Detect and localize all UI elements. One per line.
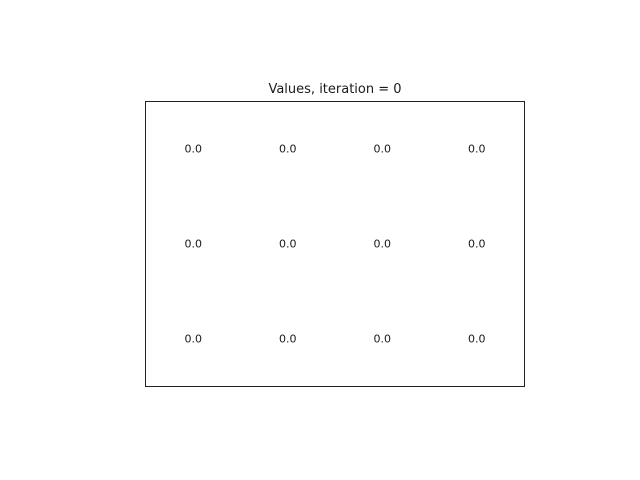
cell-value-label: 0.0 bbox=[184, 332, 203, 346]
cell-value-label: 0.0 bbox=[468, 142, 486, 156]
cell-value-label: 0.0 bbox=[373, 142, 392, 156]
cell-value-label: 0.0 bbox=[279, 332, 297, 346]
cell-value-label: 0.0 bbox=[184, 142, 203, 156]
cell-value-label: 0.0 bbox=[279, 142, 297, 156]
cell-value-label: 0.0 bbox=[373, 332, 392, 346]
cell-value-label: 0.0 bbox=[373, 237, 392, 251]
cell-value-label: 0.0 bbox=[184, 237, 203, 251]
cell-value-label: 0.0 bbox=[279, 237, 297, 251]
cell-value-label: 0.0 bbox=[468, 237, 486, 251]
chart-title: Values, iteration = 0 bbox=[268, 82, 402, 97]
plot-area: 0.0 0.0 0.0 0.0 0.0 0.0 0.0 0.0 0.0 0.0 0.0 0.0 bbox=[145, 101, 525, 387]
cell-value-label: 0.0 bbox=[468, 332, 486, 346]
